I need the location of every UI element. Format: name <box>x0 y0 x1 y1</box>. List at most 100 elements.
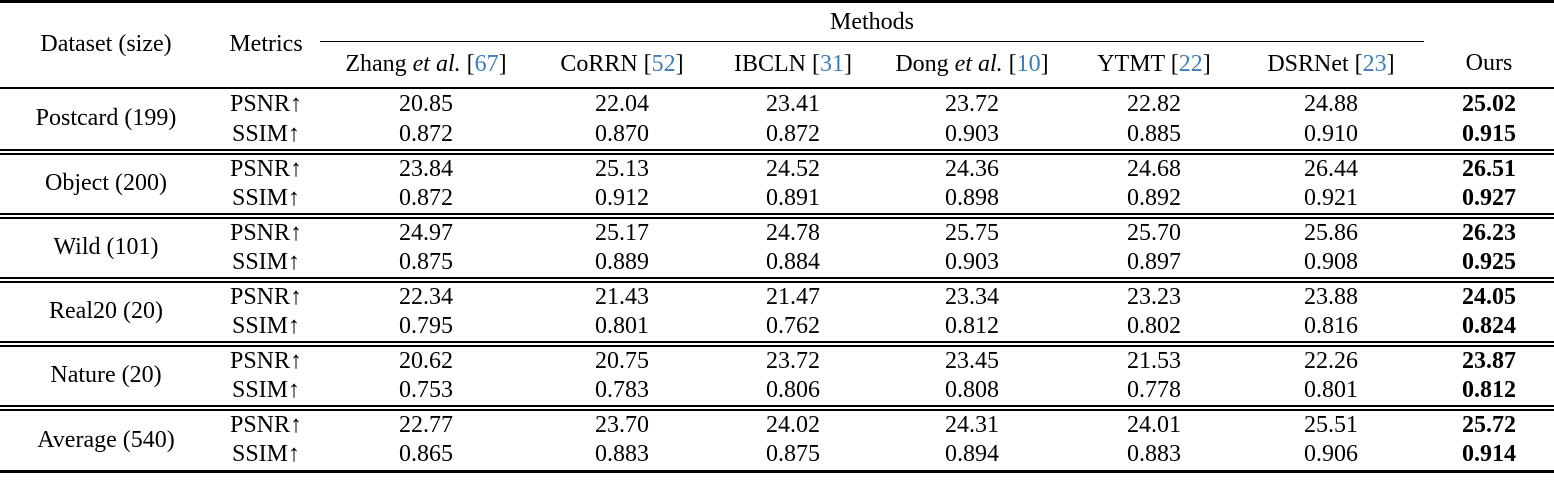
table-row: SSIM↑ 0.872 0.870 0.872 0.903 0.885 0.910 0.915 <box>0 120 1554 152</box>
metric-value-cell: 0.816 <box>1304 312 1358 339</box>
metric-label-cell: SSIM↑ <box>231 312 301 339</box>
metric-value-cell: 22.34 <box>399 283 453 310</box>
metric-value-cell: 0.806 <box>766 376 820 403</box>
metric-value-cell: 23.70 <box>595 411 649 438</box>
metric-value-cell: 0.883 <box>1127 441 1181 468</box>
ours-value-cell: 24.05 <box>1462 283 1516 310</box>
metric-value-cell: 21.43 <box>595 283 649 310</box>
table-row: SSIM↑ 0.753 0.783 0.806 0.808 0.778 0.801 0.812 <box>0 376 1554 408</box>
metric-value-cell: 0.884 <box>766 248 820 275</box>
ours-value-cell: 0.824 <box>1462 312 1516 339</box>
dataset-name-cell: Average (540) <box>37 426 175 453</box>
metric-value-cell: 24.78 <box>766 219 820 246</box>
metric-value-cell: 25.70 <box>1127 219 1181 246</box>
metric-value-cell: 0.778 <box>1127 376 1181 403</box>
citation-link[interactable]: 31 <box>820 50 844 77</box>
metric-value-cell: 24.31 <box>945 411 999 438</box>
ours-value-cell: 26.23 <box>1462 219 1516 246</box>
table-row: Wild (101) PSNR↑ 24.97 25.17 24.78 25.75 25.70… <box>0 216 1554 261</box>
metric-value-cell: 0.783 <box>595 376 649 403</box>
metric-value-cell: 0.870 <box>595 120 649 147</box>
metric-value-cell: 0.892 <box>1127 184 1181 211</box>
metric-value-cell: 0.891 <box>766 184 820 211</box>
metric-value-cell: 0.872 <box>399 120 453 147</box>
metric-value-cell: 24.97 <box>399 219 453 246</box>
ours-value-cell: 23.87 <box>1462 347 1516 374</box>
metric-value-cell: 25.17 <box>595 219 649 246</box>
citation-link[interactable]: 10 <box>1016 50 1041 77</box>
method-column-header: IBCLN [31] <box>734 50 852 77</box>
methods-span-header: Methods <box>320 1 1424 42</box>
metric-value-cell: 24.88 <box>1304 90 1358 117</box>
citation-link[interactable]: 22 <box>1178 50 1203 77</box>
ours-value-cell: 0.915 <box>1462 120 1516 147</box>
metric-value-cell: 20.85 <box>399 90 453 117</box>
results-table: Dataset (size) Metrics Methods Ours Zhan… <box>0 0 1554 473</box>
metric-value-cell: 25.75 <box>945 219 999 246</box>
metric-value-cell: 23.23 <box>1127 283 1181 310</box>
dataset-group: Nature (20) PSNR↑ 20.62 20.75 23.72 23.45 21.5… <box>0 343 1554 408</box>
metric-value-cell: 0.802 <box>1127 312 1181 339</box>
table-row: SSIM↑ 0.872 0.912 0.891 0.898 0.892 0.921 0.927 <box>0 184 1554 216</box>
dataset-group: Wild (101) PSNR↑ 24.97 25.17 24.78 25.75 25.70… <box>0 215 1554 280</box>
etal-text: et al. <box>406 50 461 77</box>
metric-value-cell: 24.68 <box>1127 155 1181 182</box>
dataset-name-cell: Object (200) <box>45 170 167 196</box>
table-row: SSIM↑ 0.875 0.889 0.884 0.903 0.897 0.908 0.925 <box>0 248 1554 280</box>
method-column-header: DSRNet [23] <box>1267 50 1395 77</box>
ours-value-cell: 25.72 <box>1462 411 1516 438</box>
metric-value-cell: 0.883 <box>595 441 649 468</box>
metric-value-cell: 0.903 <box>945 248 999 275</box>
metric-value-cell: 0.872 <box>766 120 820 147</box>
method-column-header: Dong et al. [10] <box>895 50 1049 77</box>
metric-value-cell: 0.812 <box>945 312 999 339</box>
ours-value-cell: 0.812 <box>1462 376 1516 403</box>
etal-text: et al. <box>948 50 1003 77</box>
metric-value-cell: 0.906 <box>1304 441 1358 468</box>
metric-value-cell: 22.77 <box>399 411 453 438</box>
metric-value-cell: 0.889 <box>595 248 649 275</box>
metric-value-cell: 21.47 <box>766 283 820 310</box>
metric-value-cell: 0.872 <box>399 184 453 211</box>
metric-label-cell: PSNR↑ <box>229 155 303 182</box>
table-row: Real20 (20) PSNR↑ 22.34 21.43 21.47 23.34 23.2… <box>0 280 1554 325</box>
metric-value-cell: 20.75 <box>595 347 649 374</box>
citation-link[interactable]: 67 <box>474 50 499 77</box>
method-column-header: YTMT [22] <box>1097 50 1211 77</box>
metric-value-cell: 23.45 <box>945 347 999 374</box>
metric-value-cell: 0.762 <box>766 312 820 339</box>
column-header-metrics: Metrics <box>229 31 303 58</box>
metric-value-cell: 0.912 <box>595 184 649 211</box>
metric-value-cell: 24.01 <box>1127 411 1181 438</box>
metric-value-cell: 24.36 <box>945 155 999 182</box>
header-row-span: Dataset (size) Metrics Methods Ours <box>0 1 1554 76</box>
dataset-group: Object (200) PSNR↑ 23.84 25.13 24.52 24.36 24.… <box>0 151 1554 216</box>
metric-value-cell: 0.865 <box>399 441 453 468</box>
table-row: Postcard (199) PSNR↑ 20.85 22.04 23.41 23.72 2… <box>0 88 1554 132</box>
metric-label-cell: SSIM↑ <box>231 184 301 211</box>
method-column-header: CoRRN [52] <box>560 50 684 77</box>
metric-value-cell: 0.808 <box>945 376 999 403</box>
metric-label-cell: PSNR↑ <box>229 219 303 246</box>
metric-value-cell: 0.894 <box>945 441 999 468</box>
dataset-name-cell: Postcard (199) <box>35 105 177 131</box>
metric-label-cell: PSNR↑ <box>229 90 303 117</box>
metric-value-cell: 0.903 <box>945 120 999 147</box>
metric-value-cell: 25.13 <box>595 155 649 182</box>
citation-link[interactable]: 52 <box>651 50 676 77</box>
metric-label-cell: PSNR↑ <box>229 283 303 310</box>
ours-value-cell: 26.51 <box>1462 155 1516 182</box>
dataset-group: Real20 (20) PSNR↑ 22.34 21.43 21.47 23.34 23.2… <box>0 279 1554 344</box>
citation-link[interactable]: 23 <box>1362 50 1387 77</box>
ours-value-cell: 0.914 <box>1462 441 1516 468</box>
metric-value-cell: 0.753 <box>399 376 453 403</box>
metric-value-cell: 24.02 <box>766 411 820 438</box>
column-header-dataset: Dataset (size) <box>40 31 172 58</box>
metric-value-cell: 26.44 <box>1304 155 1358 182</box>
dataset-name-cell: Wild (101) <box>53 234 159 260</box>
metric-value-cell: 22.26 <box>1304 347 1358 374</box>
dataset-group: Postcard (199) PSNR↑ 20.85 22.04 23.41 23.72 2… <box>0 88 1554 152</box>
metric-value-cell: 22.04 <box>595 90 649 117</box>
metric-value-cell: 23.72 <box>766 347 820 374</box>
